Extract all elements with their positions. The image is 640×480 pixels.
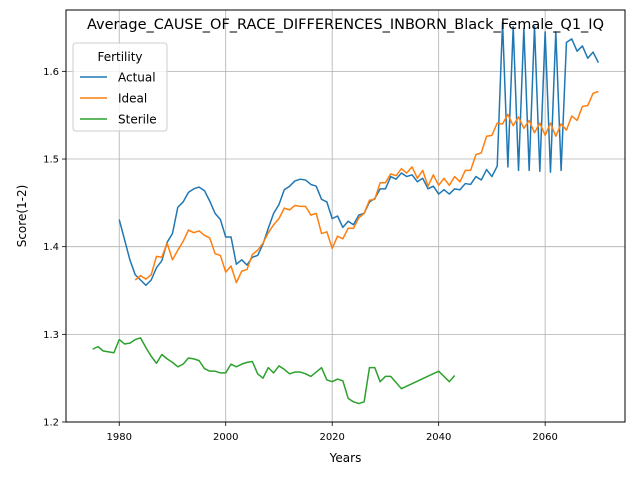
x-tick-label: 2020 bbox=[319, 432, 344, 443]
legend-label-ideal: Ideal bbox=[118, 92, 147, 106]
y-tick-label: 1.4 bbox=[43, 242, 59, 253]
y-tick-label: 1.5 bbox=[43, 155, 59, 166]
y-tick-label: 1.6 bbox=[43, 67, 59, 78]
x-tick-label: 2040 bbox=[426, 432, 451, 443]
legend-label-actual: Actual bbox=[118, 71, 156, 85]
legend: Fertility Actual Ideal Sterile bbox=[73, 43, 167, 131]
x-axis-label: Years bbox=[329, 451, 362, 465]
x-tick-label: 2060 bbox=[532, 432, 557, 443]
x-tick-label: 1980 bbox=[107, 432, 132, 443]
y-axis-label: Score(1-2) bbox=[15, 185, 29, 248]
y-tick-label: 1.2 bbox=[43, 418, 59, 429]
y-tick-label: 1.3 bbox=[43, 330, 59, 341]
legend-title: Fertility bbox=[97, 50, 142, 64]
chart-title: Average_CAUSE_OF_RACE_DIFFERENCES_INBORN… bbox=[87, 17, 604, 33]
x-tick-label: 2000 bbox=[213, 432, 238, 443]
legend-label-sterile: Sterile bbox=[118, 113, 157, 127]
